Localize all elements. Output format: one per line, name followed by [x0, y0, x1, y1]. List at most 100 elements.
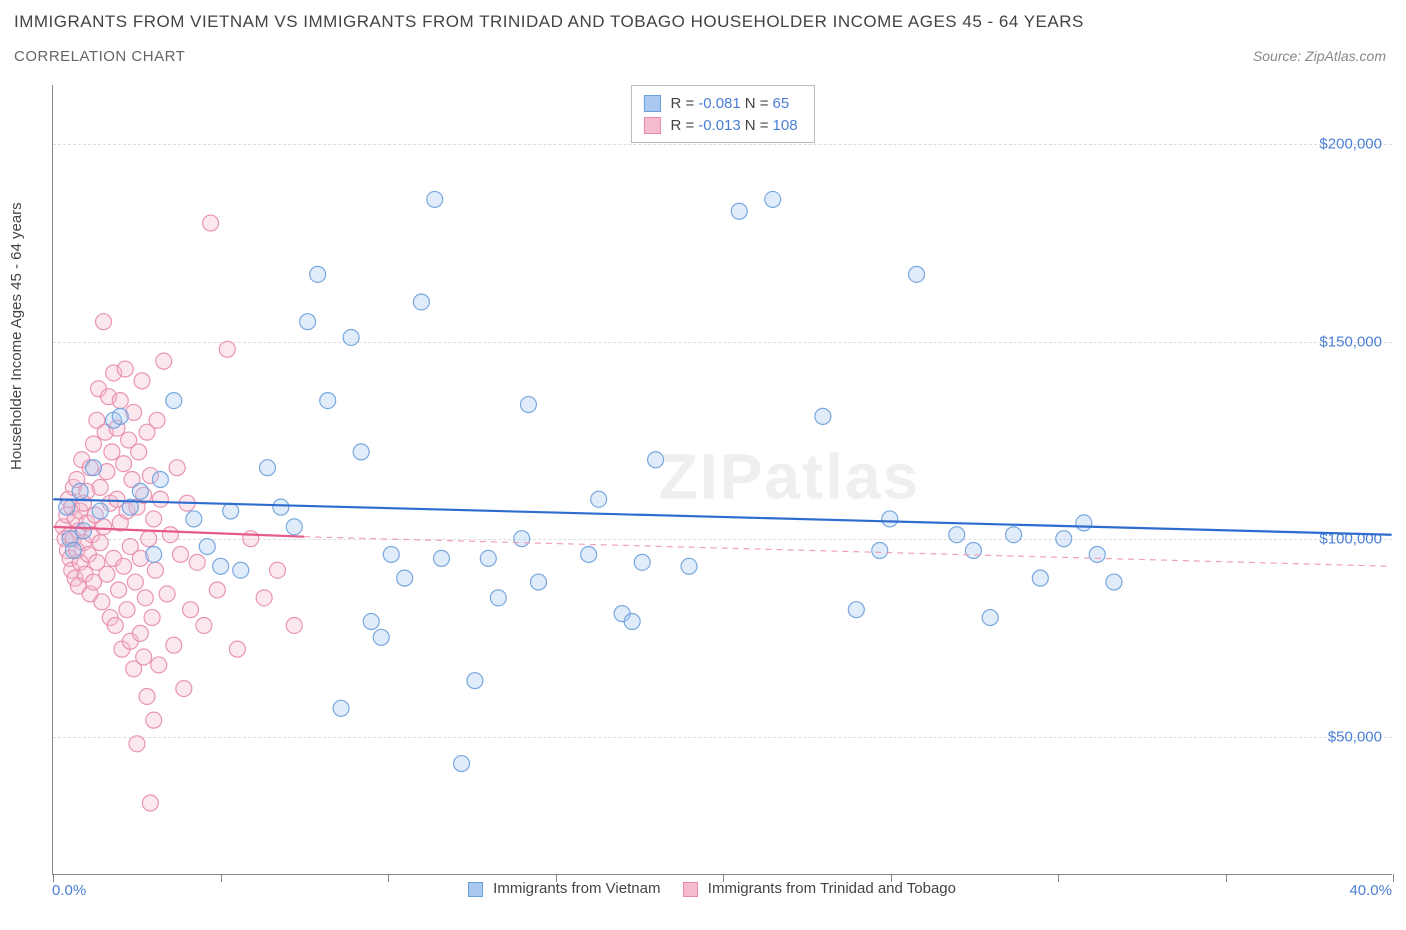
- data-point: [815, 408, 831, 424]
- data-point: [765, 191, 781, 207]
- data-point: [1006, 527, 1022, 543]
- data-point: [433, 550, 449, 566]
- chart-title: IMMIGRANTS FROM VIETNAM VS IMMIGRANTS FR…: [14, 12, 1084, 32]
- data-point: [112, 393, 128, 409]
- data-point: [286, 617, 302, 633]
- regression-extension: [304, 537, 1391, 567]
- data-point: [65, 543, 81, 559]
- data-point: [172, 546, 188, 562]
- data-point: [132, 625, 148, 641]
- data-point: [343, 329, 359, 345]
- data-point: [581, 546, 597, 562]
- data-point: [152, 472, 168, 488]
- data-point: [146, 546, 162, 562]
- regression-line: [53, 499, 1391, 535]
- data-point: [196, 617, 212, 633]
- legend-row-series-1: R = -0.081 N = 65: [643, 92, 801, 114]
- data-point: [149, 412, 165, 428]
- data-point: [286, 519, 302, 535]
- data-point: [383, 546, 399, 562]
- data-point: [300, 314, 316, 330]
- data-point: [96, 314, 112, 330]
- data-point: [162, 527, 178, 543]
- data-point: [731, 203, 747, 219]
- data-point: [1106, 574, 1122, 590]
- data-point: [882, 511, 898, 527]
- legend-swatch-1: [643, 95, 660, 112]
- legend-n-value-1: 65: [773, 95, 790, 112]
- data-point: [634, 554, 650, 570]
- data-point: [270, 562, 286, 578]
- data-point: [92, 503, 108, 519]
- data-point: [107, 617, 123, 633]
- data-point: [530, 574, 546, 590]
- data-point: [209, 582, 225, 598]
- data-point: [152, 491, 168, 507]
- data-point: [1076, 515, 1092, 531]
- data-point: [909, 266, 925, 282]
- data-point: [320, 393, 336, 409]
- data-point: [520, 397, 536, 413]
- chart-container: IMMIGRANTS FROM VIETNAM VS IMMIGRANTS FR…: [0, 0, 1406, 930]
- legend-row-series-2: R = -0.013 N = 108: [643, 114, 801, 136]
- data-point: [72, 483, 88, 499]
- data-point: [59, 499, 75, 515]
- data-point: [454, 756, 470, 772]
- data-point: [223, 503, 239, 519]
- data-point: [104, 444, 120, 460]
- data-point: [75, 523, 91, 539]
- data-point: [142, 795, 158, 811]
- legend-label-vietnam: Immigrants from Vietnam: [493, 880, 660, 897]
- data-point: [591, 491, 607, 507]
- data-point: [259, 460, 275, 476]
- y-axis-label: Householder Income Ages 45 - 64 years: [8, 202, 25, 470]
- data-point: [514, 531, 530, 547]
- data-point: [94, 594, 110, 610]
- chart-subtitle: CORRELATION CHART: [14, 48, 185, 65]
- data-point: [189, 554, 205, 570]
- data-point: [159, 586, 175, 602]
- data-point: [213, 558, 229, 574]
- data-point: [136, 649, 152, 665]
- data-point: [92, 535, 108, 551]
- data-point: [229, 641, 245, 657]
- data-point: [112, 408, 128, 424]
- data-point: [848, 602, 864, 618]
- legend-n-value-2: 108: [773, 117, 798, 134]
- data-point: [373, 629, 389, 645]
- data-point: [681, 558, 697, 574]
- legend-r-value-1: -0.081: [698, 95, 741, 112]
- data-point: [96, 519, 112, 535]
- data-point: [397, 570, 413, 586]
- data-point: [219, 341, 235, 357]
- data-point: [137, 590, 153, 606]
- data-point: [353, 444, 369, 460]
- data-point: [156, 353, 172, 369]
- data-point: [333, 700, 349, 716]
- data-point: [141, 531, 157, 547]
- data-point: [949, 527, 965, 543]
- data-point: [413, 294, 429, 310]
- legend-label-trinidad: Immigrants from Trinidad and Tobago: [708, 880, 956, 897]
- data-point: [965, 543, 981, 559]
- data-point: [86, 460, 102, 476]
- data-point: [147, 562, 163, 578]
- data-point: [111, 582, 127, 598]
- data-point: [146, 511, 162, 527]
- data-point: [1089, 546, 1105, 562]
- data-point: [117, 361, 133, 377]
- data-point: [99, 566, 115, 582]
- data-point: [86, 436, 102, 452]
- data-point: [199, 539, 215, 555]
- data-point: [119, 602, 135, 618]
- data-point: [116, 558, 132, 574]
- data-point: [169, 460, 185, 476]
- legend-swatch-vietnam: [468, 882, 483, 897]
- data-point: [872, 543, 888, 559]
- data-point: [129, 736, 145, 752]
- data-point: [132, 483, 148, 499]
- data-point: [490, 590, 506, 606]
- legend-r-value-2: -0.013: [698, 117, 741, 134]
- data-point: [203, 215, 219, 231]
- x-tick-label: 0.0%: [52, 882, 86, 899]
